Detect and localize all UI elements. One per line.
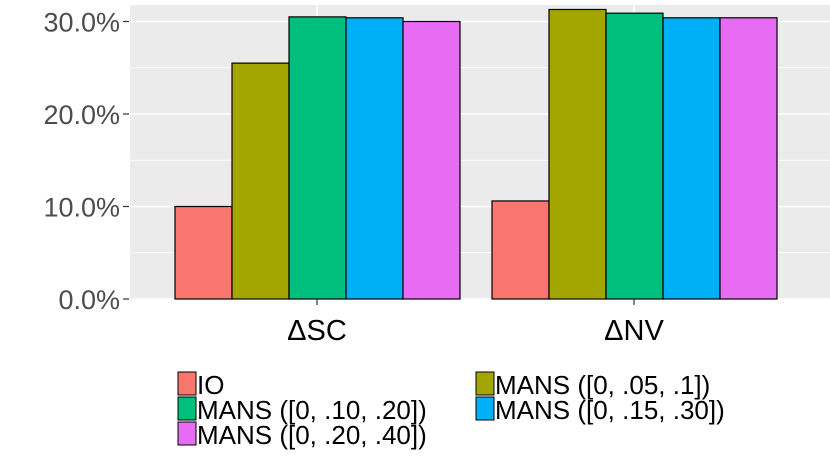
bar <box>662 17 721 300</box>
y-tick-label: 20.0% <box>43 100 120 130</box>
y-tick-label: 0.0% <box>58 285 120 315</box>
legend-label: MANS ([0, .15, .30]) <box>495 395 725 425</box>
y-axis: 0.0% 10.0% 20.0% 30.0% <box>43 8 129 315</box>
legend: IO MANS ([0, .05, .1]) MANS ([0, .10, .20]… <box>177 370 725 450</box>
legend-label: MANS ([0, .20, .40]) <box>197 420 427 450</box>
legend-swatch <box>177 396 197 421</box>
bar <box>491 200 550 300</box>
y-tick-label: 10.0% <box>43 193 120 223</box>
bar <box>345 17 404 300</box>
bar <box>548 8 607 300</box>
x-tick-label: ΔSC <box>287 315 347 347</box>
legend-swatch <box>177 371 197 396</box>
legend-swatch <box>177 421 197 446</box>
x-axis: ΔSC ΔNV <box>287 299 664 347</box>
x-tick-label: ΔNV <box>604 315 664 347</box>
bar <box>174 205 233 300</box>
bar <box>605 12 664 300</box>
bar <box>288 16 347 300</box>
legend-swatch <box>475 371 495 396</box>
legend-swatch <box>475 396 495 421</box>
legend-label: MANS ([0, .10, .20]) <box>197 395 427 425</box>
bar <box>402 20 461 300</box>
legend-label: IO <box>197 370 224 400</box>
legend-label: MANS ([0, .05, .1]) <box>495 370 710 400</box>
bar <box>231 62 290 300</box>
y-tick-label: 30.0% <box>43 8 120 38</box>
bars-group <box>174 8 778 300</box>
bar <box>719 17 778 300</box>
